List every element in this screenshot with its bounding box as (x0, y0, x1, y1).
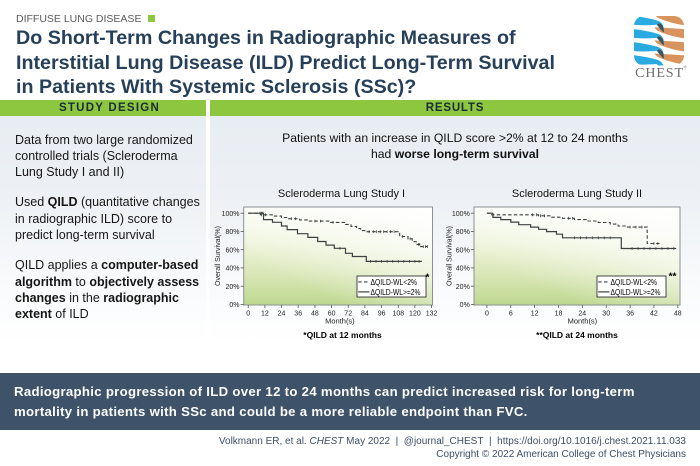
svg-text:0: 0 (485, 311, 489, 318)
svg-text:42: 42 (650, 311, 658, 318)
svg-text:Overall Survival(%): Overall Survival(%) (447, 226, 454, 286)
svg-text:0%: 0% (460, 302, 470, 309)
svg-text:108: 108 (392, 311, 404, 318)
svg-text:*: * (426, 273, 430, 284)
svg-text:6: 6 (509, 311, 513, 318)
svg-text:80%: 80% (225, 229, 239, 236)
svg-text:60: 60 (328, 311, 336, 318)
svg-text:96: 96 (378, 311, 386, 318)
svg-text:60%: 60% (225, 247, 239, 254)
svg-text:30: 30 (602, 311, 610, 318)
svg-text:40%: 40% (456, 266, 470, 273)
svg-text:100%: 100% (222, 211, 240, 218)
svg-text:**: ** (669, 272, 677, 283)
svg-text:12: 12 (261, 311, 269, 318)
svg-text:12: 12 (531, 311, 539, 318)
svg-text:48: 48 (311, 311, 319, 318)
svg-text:CHEST: CHEST (635, 66, 684, 81)
svg-text:36: 36 (626, 311, 634, 318)
svg-text:84: 84 (361, 311, 369, 318)
svg-text:20%: 20% (225, 284, 239, 291)
svg-text:ΔQILD-WL<2%: ΔQILD-WL<2% (611, 278, 658, 287)
svg-text:Scleroderma Lung Study II: Scleroderma Lung Study II (512, 188, 642, 200)
svg-text:ΔQILD-WL>=2%: ΔQILD-WL>=2% (371, 288, 421, 297)
svg-text:24: 24 (278, 311, 286, 318)
svg-text:Month(s): Month(s) (325, 317, 355, 326)
svg-text:0: 0 (246, 311, 250, 318)
svg-text:Month(s): Month(s) (568, 317, 598, 326)
svg-text:®: ® (684, 65, 688, 70)
svg-text:Overall Survival(%): Overall Survival(%) (215, 226, 222, 286)
svg-text:0%: 0% (229, 302, 239, 309)
svg-text:**QILD at 24 months: **QILD at 24 months (536, 330, 618, 340)
svg-text:Scleroderma Lung Study I: Scleroderma Lung Study I (278, 188, 405, 200)
svg-text:80%: 80% (456, 229, 470, 236)
svg-text:ΔQILD-WL>=2%: ΔQILD-WL>=2% (611, 288, 661, 297)
svg-text:36: 36 (294, 311, 302, 318)
svg-text:120: 120 (409, 311, 421, 318)
svg-text:72: 72 (344, 311, 352, 318)
svg-text:100%: 100% (452, 211, 470, 218)
svg-text:132: 132 (426, 311, 438, 318)
svg-text:60%: 60% (456, 247, 470, 254)
svg-text:20%: 20% (456, 284, 470, 291)
svg-text:48: 48 (674, 311, 682, 318)
svg-text:40%: 40% (225, 266, 239, 273)
svg-text:24: 24 (578, 311, 586, 318)
svg-text:ΔQILD-WL<2%: ΔQILD-WL<2% (371, 278, 418, 287)
svg-text:18: 18 (555, 311, 563, 318)
svg-text:*QILD at 12 months: *QILD at 12 months (303, 330, 382, 340)
